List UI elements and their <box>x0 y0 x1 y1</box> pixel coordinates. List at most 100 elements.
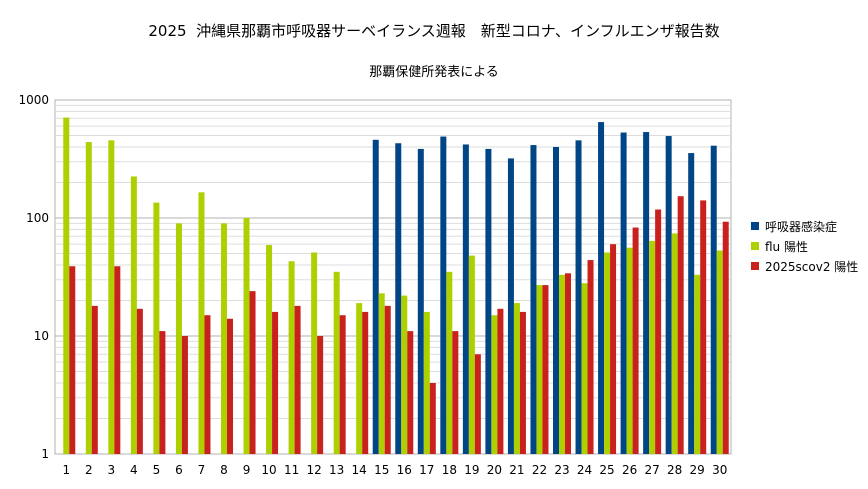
bar-flu <box>85 142 92 455</box>
bar-flu <box>559 274 565 454</box>
bar-respiratory <box>395 143 402 454</box>
y-tick-label: 100 <box>26 211 49 225</box>
bar-flu <box>378 293 385 454</box>
bar-flu <box>626 247 633 454</box>
chart-title: 2025 沖縄県那覇市呼吸器サーベイランス週報 新型コロナ、インフルエンザ報告数 <box>148 22 720 40</box>
bar-flu <box>356 303 363 454</box>
legend-swatch-covid <box>751 262 759 270</box>
x-tick-label: 30 <box>712 463 727 477</box>
bar-covid <box>136 308 143 454</box>
legend-item-flu: flu 陽性 <box>751 236 858 256</box>
x-tick-label: 4 <box>130 463 138 477</box>
x-tick-label: 15 <box>374 463 389 477</box>
legend: 呼吸器感染症 flu 陽性 2025scov2 陽性 <box>751 216 858 276</box>
x-tick-label: 22 <box>532 463 547 477</box>
x-tick-label: 21 <box>509 463 524 477</box>
bar-covid <box>227 318 233 454</box>
bar-covid <box>317 336 324 454</box>
bar-flu <box>243 218 250 454</box>
x-tick-label: 20 <box>487 463 502 477</box>
legend-label-flu: flu 陽性 <box>765 239 808 254</box>
chart-subtitle: 那覇保健所発表による <box>369 65 499 80</box>
bar-flu <box>198 192 205 454</box>
bar-flu <box>288 261 295 454</box>
x-tick-label: 24 <box>577 463 592 477</box>
bar-flu <box>581 283 588 454</box>
x-tick-label: 11 <box>284 463 299 477</box>
x-tick-label: 2 <box>85 463 93 477</box>
bar-covid <box>722 221 729 454</box>
bar-covid <box>69 266 76 454</box>
bar-flu <box>108 140 115 454</box>
bar-flu <box>130 176 137 455</box>
bar-flu <box>311 252 318 454</box>
x-tick-label: 19 <box>464 463 479 477</box>
bar-covid <box>700 200 707 454</box>
bar-covid <box>249 291 256 454</box>
bar-covid <box>91 305 98 454</box>
bar-respiratory <box>485 148 492 454</box>
legend-swatch-respiratory <box>751 222 759 230</box>
x-tick-label: 17 <box>419 463 434 477</box>
y-tick-label: 1 <box>41 447 49 461</box>
bar-covid <box>294 305 301 454</box>
x-tick-label: 1 <box>62 463 70 477</box>
bar-respiratory <box>530 145 537 455</box>
bar-flu <box>333 271 340 454</box>
bar-respiratory <box>643 132 650 454</box>
x-tick-label: 29 <box>690 463 705 477</box>
x-tick-label: 10 <box>261 463 276 477</box>
bar-flu <box>221 223 227 454</box>
legend-swatch-flu <box>751 242 759 250</box>
y-tick-label: 10 <box>34 329 49 343</box>
x-tick-label: 8 <box>220 463 228 477</box>
bar-respiratory <box>710 145 717 454</box>
bar-covid <box>655 209 662 454</box>
bar-covid <box>474 354 481 454</box>
x-tick-label: 9 <box>243 463 251 477</box>
x-tick-label: 18 <box>442 463 457 477</box>
bar-respiratory <box>507 158 514 454</box>
bar-flu <box>153 202 160 454</box>
x-tick-label: 5 <box>153 463 161 477</box>
x-tick-label: 14 <box>352 463 367 477</box>
bar-respiratory <box>440 136 447 454</box>
legend-item-covid: 2025scov2 陽性 <box>751 256 858 276</box>
bar-flu <box>423 311 430 454</box>
bar-flu <box>175 223 182 454</box>
bar-flu <box>513 303 520 454</box>
x-tick-label: 3 <box>108 463 116 477</box>
bar-covid <box>159 331 166 454</box>
x-tick-label: 28 <box>667 463 682 477</box>
legend-label-respiratory: 呼吸器感染症 <box>765 219 838 234</box>
legend-item-respiratory: 呼吸器感染症 <box>751 216 858 236</box>
bar-flu <box>694 274 701 454</box>
bar-covid <box>272 311 279 454</box>
bar-covid <box>114 266 121 454</box>
x-tick-label: 7 <box>198 463 206 477</box>
x-tick-label: 6 <box>175 463 183 477</box>
bar-covid <box>407 331 414 454</box>
x-tick-label: 26 <box>622 463 637 477</box>
bar-covid <box>677 196 684 454</box>
bar-flu <box>536 285 543 454</box>
bar-covid <box>204 315 211 454</box>
bar-covid <box>497 308 504 454</box>
bar-covid <box>565 273 571 454</box>
bar-flu <box>716 250 723 454</box>
bar-respiratory <box>620 132 627 454</box>
bar-respiratory <box>575 140 582 454</box>
bar-flu <box>649 240 656 454</box>
bar-covid <box>610 244 617 454</box>
bar-covid <box>542 285 549 454</box>
x-tick-label: 16 <box>397 463 412 477</box>
x-tick-label: 13 <box>329 463 344 477</box>
y-tick-label: 1000 <box>18 93 49 107</box>
bar-flu <box>63 117 70 454</box>
bar-flu <box>491 315 498 454</box>
bar-covid <box>181 336 188 454</box>
bar-covid <box>339 315 346 454</box>
bar-covid <box>452 331 459 454</box>
bar-covid <box>587 260 594 454</box>
